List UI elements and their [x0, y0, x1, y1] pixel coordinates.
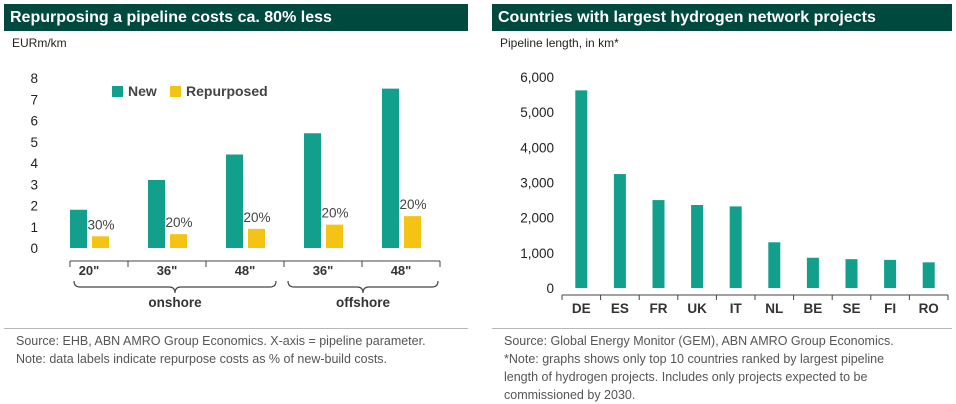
- x-tick-label: DE: [572, 301, 591, 316]
- left-notes: Source: EHB, ABN AMRO Group Economics. X…: [16, 332, 464, 368]
- left-source-note: Source: EHB, ABN AMRO Group Economics. X…: [16, 334, 426, 348]
- bar-new: [382, 88, 399, 248]
- legend-swatch-new: [112, 86, 123, 97]
- bar-new: [70, 209, 87, 248]
- bar: [884, 259, 897, 288]
- x-tick-label: 36": [313, 263, 334, 278]
- right-panel: Countries with largest hydrogen network …: [492, 4, 952, 402]
- bar-repurposed: [92, 236, 109, 248]
- bar: [691, 205, 704, 288]
- y-tick-label: 0: [30, 241, 38, 256]
- x-tick-label: IT: [730, 301, 743, 316]
- x-tick-label: RO: [919, 301, 939, 316]
- x-tick-label: NL: [765, 301, 783, 316]
- y-tick-label: 6,000: [520, 70, 554, 85]
- x-tick-label: SE: [842, 301, 860, 316]
- y-tick-label: 3,000: [520, 176, 554, 191]
- data-label: 20%: [243, 210, 270, 225]
- bar-new: [304, 133, 321, 248]
- data-label: 30%: [87, 217, 114, 232]
- left-chart-title: Repurposing a pipeline costs ca. 80% les…: [4, 4, 468, 31]
- left-note: Note: data labels indicate repurpose cos…: [16, 352, 388, 366]
- bar-repurposed: [170, 234, 187, 248]
- data-label: 20%: [399, 197, 426, 212]
- y-tick-label: 8: [30, 71, 38, 86]
- y-tick-label: 3: [30, 177, 38, 192]
- data-label: 20%: [165, 215, 192, 230]
- y-tick-label: 2: [30, 199, 38, 214]
- y-tick-label: 4: [30, 156, 38, 171]
- y-tick-label: 2,000: [520, 211, 554, 226]
- right-notes: Source: Global Energy Monitor (GEM), ABN…: [504, 332, 948, 404]
- x-tick-label: FI: [884, 301, 896, 316]
- x-tick-label: 48": [235, 263, 256, 278]
- bar: [575, 90, 588, 288]
- y-tick-label: 6: [30, 114, 38, 129]
- data-label: 20%: [321, 206, 348, 221]
- legend-label-repurposed: Repurposed: [186, 83, 268, 99]
- legend-swatch-repurposed: [170, 86, 181, 97]
- bar: [652, 200, 665, 288]
- bar-repurposed: [248, 228, 265, 248]
- x-tick-label: 20": [79, 263, 100, 278]
- left-unit-label: EURm/km: [12, 36, 67, 50]
- right-note-line-2: length of hydrogen projects. Includes on…: [504, 370, 868, 384]
- group-label: offshore: [336, 295, 390, 310]
- bar: [768, 242, 781, 288]
- y-tick-label: 1,000: [520, 246, 554, 261]
- bar: [806, 257, 819, 288]
- x-tick-label: FR: [650, 301, 668, 316]
- bar-repurposed: [404, 216, 421, 248]
- y-tick-label: 4,000: [520, 140, 554, 155]
- y-tick-label: 5: [30, 135, 38, 150]
- bar-new: [148, 180, 165, 248]
- pipeline-cost-chart: 0 1 2 3 4 5 6 7 8 30% 20" 20% 36" 20% 48" 20% 36" 20% 48" o…: [30, 71, 441, 310]
- group-bracket: [73, 280, 277, 294]
- left-divider: [4, 328, 468, 329]
- right-chart-title: Countries with largest hydrogen network …: [492, 4, 952, 31]
- left-panel: Repurposing a pipeline costs ca. 80% les…: [4, 4, 468, 400]
- right-unit-label: Pipeline length, in km*: [500, 36, 619, 50]
- y-tick-label: 0: [546, 281, 554, 296]
- y-tick-label: 5,000: [520, 105, 554, 120]
- group-label: onshore: [148, 295, 202, 310]
- x-tick-label: BE: [804, 301, 823, 316]
- bar-new: [226, 154, 243, 248]
- bar: [845, 259, 858, 288]
- bar: [922, 262, 935, 288]
- hydrogen-network-chart: 0 1,000 2,000 3,000 4,000 5,000 6,000 DE ES FR UK I…: [520, 70, 949, 316]
- right-note-line-3: commissioned by 2030.: [504, 388, 636, 402]
- right-divider: [492, 328, 952, 329]
- legend-label-new: New: [128, 83, 157, 99]
- bar-repurposed: [326, 224, 343, 248]
- right-note-line-1: *Note: graphs shows only top 10 countrie…: [504, 352, 885, 366]
- x-tick-label: 36": [157, 263, 178, 278]
- y-tick-label: 7: [30, 92, 38, 107]
- bar: [613, 174, 626, 288]
- x-tick-label: ES: [611, 301, 629, 316]
- right-source-note: Source: Global Energy Monitor (GEM), ABN…: [504, 334, 894, 348]
- bar: [729, 206, 742, 288]
- x-tick-label: UK: [687, 301, 707, 316]
- group-bracket: [287, 280, 439, 294]
- x-tick-label: 48": [391, 263, 412, 278]
- y-tick-label: 1: [30, 220, 38, 235]
